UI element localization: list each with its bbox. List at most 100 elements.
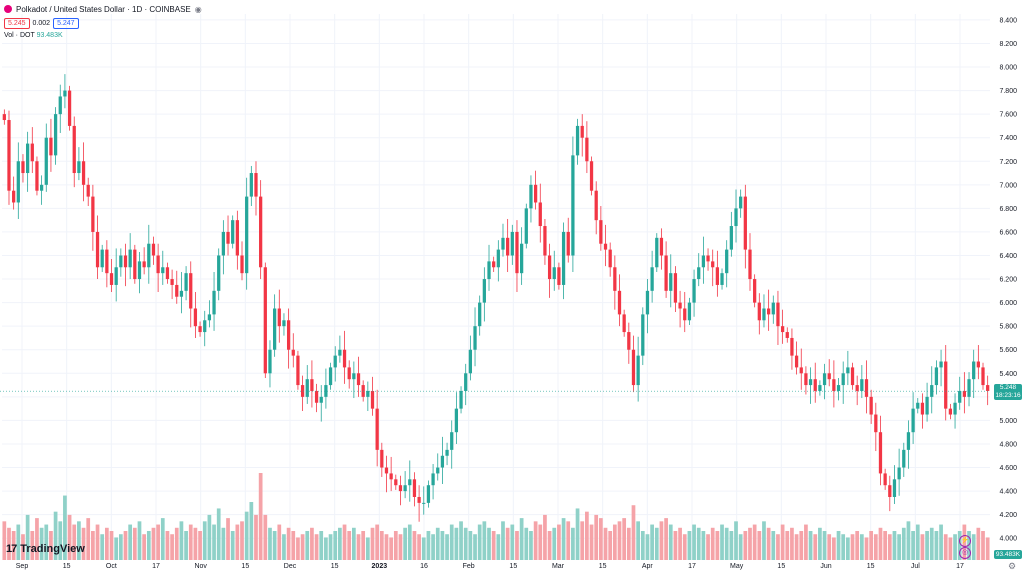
volume-bar: [491, 531, 496, 560]
candle-body: [753, 279, 757, 303]
candle-body: [482, 279, 486, 303]
volume-bar: [771, 531, 776, 560]
volume-bar: [887, 534, 892, 560]
volume-bar: [7, 527, 11, 560]
candle-body: [711, 261, 715, 268]
volume-legend: Vol · DOT 93.483K: [4, 32, 202, 39]
volume-bar: [762, 521, 766, 560]
volume-bar: [501, 521, 505, 560]
candle-body: [734, 208, 738, 227]
volume-bar: [557, 524, 561, 560]
volume-bars: [2, 473, 990, 560]
candle-body: [827, 373, 831, 380]
candle-body: [790, 337, 794, 356]
volume-bar: [650, 524, 654, 560]
candle-body: [366, 390, 370, 397]
y-tick-label: 5.400: [999, 371, 1017, 378]
volume-bar: [981, 531, 985, 560]
x-tick-label: Sep: [16, 563, 29, 570]
volume-bar: [389, 537, 394, 560]
lightning-icon[interactable]: ⚡: [959, 535, 971, 547]
candle-body: [352, 373, 356, 380]
x-tick-label: Mar: [552, 563, 565, 570]
volume-label: Vol · DOT: [4, 32, 35, 39]
x-tick-label: 15: [867, 563, 875, 570]
volume-bar: [832, 537, 836, 560]
y-tick-label: 6.600: [999, 229, 1017, 236]
volume-bar: [953, 534, 957, 560]
volume-bar: [706, 534, 710, 560]
candle-body: [925, 396, 929, 415]
x-tick-label: Dec: [284, 563, 297, 570]
candle-body: [221, 231, 225, 256]
time-axis: Sep 15 Oct 17 Nov 15 Dec 15 2023 16 Feb 15 Mar 15 Apr 1…: [16, 563, 964, 570]
candle-body: [431, 473, 435, 486]
candle-body: [58, 96, 62, 115]
candle-body: [72, 125, 76, 174]
price-axis: 8.400 8.200 8.000 7.800 7.600 7.400 7.200 7.000…: [999, 17, 1017, 542]
symbol-title[interactable]: Polkadot / United States Dollar · 1D · C…: [16, 4, 191, 14]
volume-bar: [212, 524, 216, 560]
volume-bar: [361, 531, 366, 560]
volume-bar: [678, 527, 682, 560]
volume-bar: [701, 531, 706, 560]
y-tick-label: 7.400: [999, 135, 1017, 142]
volume-bar: [184, 531, 188, 560]
candle-body: [813, 379, 817, 391]
candle-body: [389, 473, 393, 480]
volume-bar: [235, 524, 240, 560]
volume-bar: [2, 521, 7, 560]
y-tick-label: 6.400: [999, 253, 1017, 260]
y-tick-label: 7.000: [999, 182, 1017, 189]
volume-bar: [561, 518, 566, 560]
candle-body: [524, 208, 528, 244]
volume-bar: [883, 531, 888, 560]
volume-bar: [207, 514, 212, 560]
x-tick-label: 17: [956, 563, 964, 570]
candle-body: [855, 385, 859, 391]
y-tick-label: 6.000: [999, 300, 1017, 307]
volume-bar: [934, 531, 939, 560]
volume-bar: [170, 534, 174, 560]
spread-value: 0.002: [32, 19, 51, 27]
candle-body: [916, 402, 920, 409]
volume-bar: [39, 527, 44, 560]
candle-body: [822, 373, 827, 386]
volume-bar: [258, 473, 263, 560]
x-tick-label: 15: [777, 563, 785, 570]
gear-icon[interactable]: ⚙: [1008, 561, 1017, 571]
eye-icon[interactable]: ◉: [194, 4, 202, 14]
volume-bar: [636, 521, 641, 560]
candle-body: [133, 249, 137, 280]
volume-bar: [808, 531, 813, 560]
candle-body: [356, 373, 361, 386]
ask-price[interactable]: 5.247: [53, 17, 79, 29]
candle-body: [515, 231, 519, 274]
candle-body: [217, 255, 221, 291]
volume-bar: [449, 524, 454, 560]
tradingview-logo[interactable]: 17 TradingView: [6, 543, 85, 555]
alert-icon[interactable]: ◎: [959, 547, 971, 559]
candle-body: [701, 255, 706, 268]
candle-body: [636, 355, 640, 386]
y-tick-label: 4.600: [999, 465, 1017, 472]
candle-body: [920, 402, 925, 415]
volume-bar: [864, 537, 869, 560]
volume-bar: [445, 534, 449, 560]
volume-bar: [412, 531, 417, 560]
volume-bar: [454, 527, 459, 560]
candle-body: [231, 220, 235, 244]
volume-bar: [841, 534, 846, 560]
candle-body: [641, 314, 645, 356]
bid-price[interactable]: 5.245: [4, 17, 30, 29]
candle-body: [599, 220, 603, 244]
candle-body: [892, 479, 897, 497]
candle-body: [426, 485, 431, 503]
candle-body: [897, 467, 901, 480]
candle-body: [39, 184, 44, 191]
volume-bar: [193, 527, 198, 560]
volume-bar: [575, 508, 580, 560]
current-price-tag: 5.248 18:23:16: [994, 384, 1022, 400]
x-tick-label: 17: [152, 563, 160, 570]
